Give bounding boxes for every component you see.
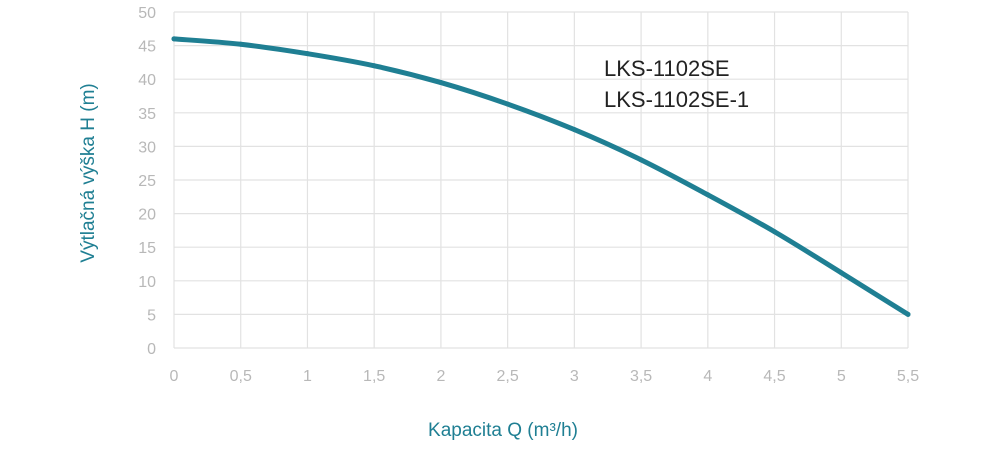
y-axis-title: Výtlačná výška H (m) bbox=[78, 83, 99, 262]
x-tick-label: 0 bbox=[170, 368, 179, 385]
x-tick-labels: 0 0,5 1 1,5 2 2,5 3 3,5 4 4,5 5 5,5 bbox=[170, 368, 920, 385]
grid bbox=[173, 11, 909, 349]
series-points bbox=[171, 36, 911, 317]
data-point bbox=[705, 192, 711, 198]
y-tick-label: 50 bbox=[138, 5, 156, 22]
data-point bbox=[238, 41, 244, 47]
x-tick-label: 2,5 bbox=[497, 368, 519, 385]
data-point bbox=[571, 127, 577, 133]
data-point bbox=[772, 229, 778, 235]
y-tick-label: 40 bbox=[138, 72, 156, 89]
annotation-model-1: LKS-1102SE bbox=[604, 56, 730, 81]
x-tick-label: 0,5 bbox=[230, 368, 252, 385]
x-tick-label: 4,5 bbox=[763, 368, 785, 385]
y-tick-label: 15 bbox=[138, 240, 156, 257]
y-tick-label: 10 bbox=[138, 274, 156, 291]
data-point bbox=[371, 63, 377, 69]
data-point bbox=[505, 101, 511, 107]
x-axis-title: Kapacita Q (m³/h) bbox=[428, 420, 578, 441]
x-tick-label: 1,5 bbox=[363, 368, 385, 385]
data-point bbox=[838, 270, 844, 276]
y-tick-label: 20 bbox=[138, 207, 156, 224]
x-tick-label: 5 bbox=[837, 368, 846, 385]
x-tick-label: 5,5 bbox=[897, 368, 919, 385]
y-tick-label: 35 bbox=[138, 106, 156, 123]
data-point bbox=[438, 80, 444, 86]
x-tick-label: 1 bbox=[303, 368, 312, 385]
series-line bbox=[171, 36, 911, 317]
y-tick-label: 30 bbox=[138, 139, 156, 156]
y-tick-label: 0 bbox=[147, 341, 156, 358]
y-tick-label: 45 bbox=[138, 39, 156, 56]
x-tick-label: 3,5 bbox=[630, 368, 652, 385]
x-tick-label: 4 bbox=[703, 368, 712, 385]
data-point bbox=[171, 36, 177, 42]
data-point bbox=[304, 51, 310, 57]
data-point bbox=[905, 311, 911, 317]
y-tick-label: 5 bbox=[147, 307, 156, 324]
x-tick-label: 2 bbox=[436, 368, 445, 385]
y-tick-labels: 0 5 10 15 20 25 30 35 40 45 50 bbox=[138, 5, 156, 358]
data-point bbox=[638, 157, 644, 163]
y-tick-label: 25 bbox=[138, 173, 156, 190]
annotation-model-2: LKS-1102SE-1 bbox=[604, 87, 749, 112]
x-tick-label: 3 bbox=[570, 368, 579, 385]
